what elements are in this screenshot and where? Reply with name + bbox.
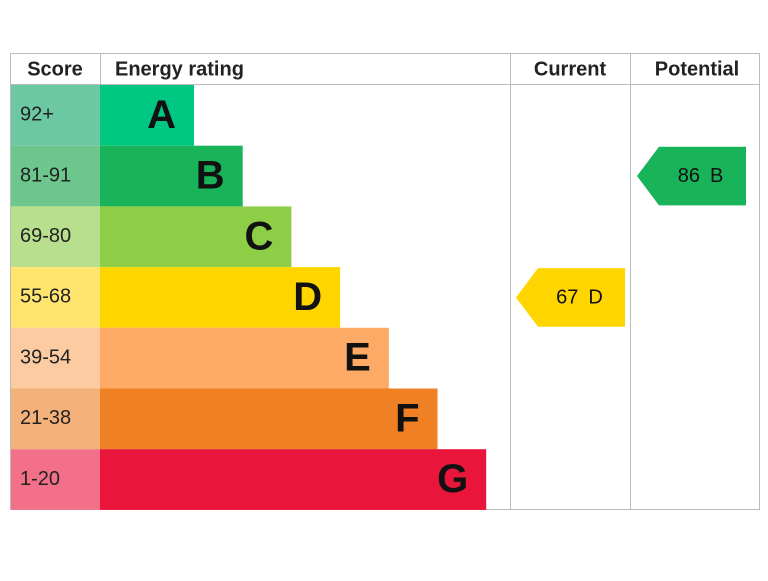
rating-letter: E <box>344 336 371 380</box>
header-score: Score <box>27 58 83 80</box>
score-cell <box>11 449 100 510</box>
header-rating: Energy rating <box>115 58 244 80</box>
score-label: 39-54 <box>20 346 71 368</box>
header-potential: Potential <box>655 58 739 80</box>
score-label: 92+ <box>20 104 54 126</box>
rating-letter: D <box>293 275 322 319</box>
score-cell <box>11 85 100 146</box>
score-cell <box>11 267 100 328</box>
rating-letter: C <box>245 214 274 258</box>
header-current: Current <box>534 58 607 80</box>
score-label: 55-68 <box>20 286 71 308</box>
rating-bar <box>100 85 194 146</box>
score-cell <box>11 145 100 207</box>
rating-bar <box>100 206 292 268</box>
rating-bar <box>100 327 389 389</box>
score-cell <box>11 327 100 389</box>
score-cell <box>11 206 100 268</box>
current-label: 67 D <box>556 287 603 309</box>
current-arrow <box>516 268 625 327</box>
rating-bar <box>100 449 487 510</box>
potential-value: 86 <box>678 165 700 187</box>
rating-bar <box>100 267 341 328</box>
score-label: 81-91 <box>20 164 71 186</box>
rating-bar <box>100 388 438 450</box>
score-label: 1-20 <box>20 468 60 490</box>
potential-label: 86 B <box>678 165 724 187</box>
score-label: 69-80 <box>20 225 71 247</box>
potential-letter: B <box>710 165 723 187</box>
rating-letter: A <box>147 93 176 137</box>
rating-letter: F <box>395 396 419 440</box>
score-label: 21-38 <box>20 407 71 429</box>
current-value: 67 <box>556 287 578 309</box>
current-letter: D <box>588 287 602 309</box>
score-cell <box>11 388 100 450</box>
rating-bar <box>100 145 243 207</box>
potential-arrow <box>637 146 746 206</box>
rating-letter: B <box>196 154 225 198</box>
rating-letter: G <box>437 457 468 501</box>
